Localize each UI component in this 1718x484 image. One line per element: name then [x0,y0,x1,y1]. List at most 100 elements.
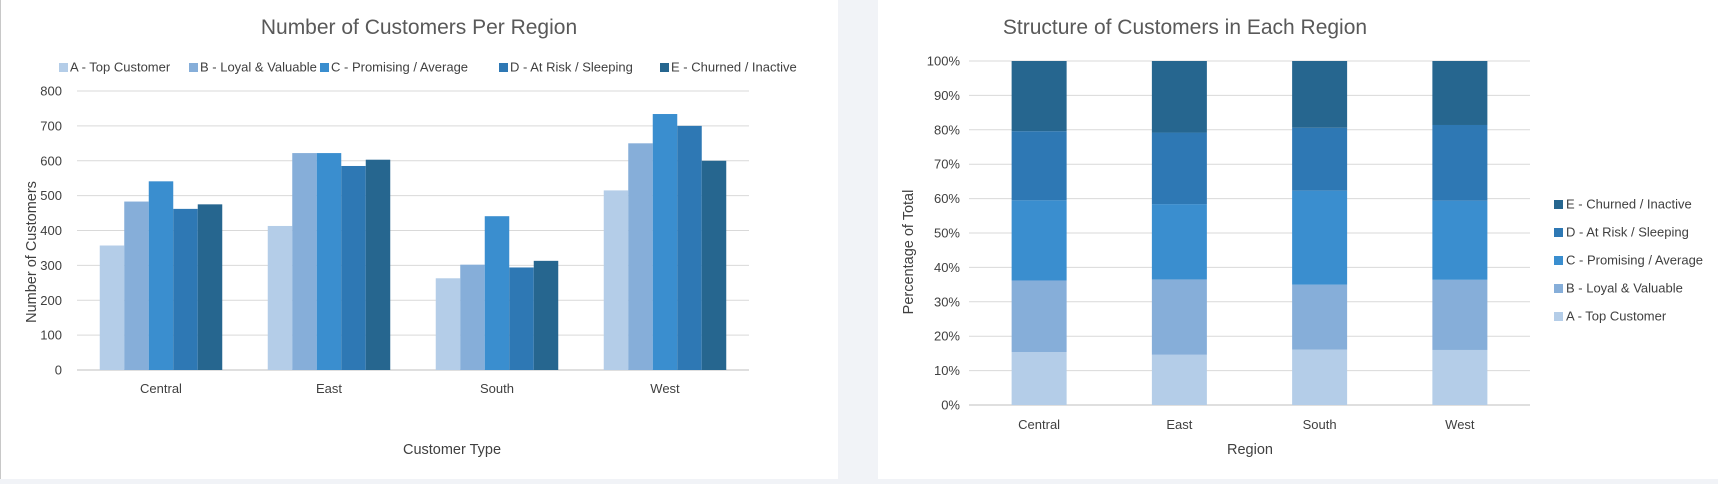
y-tick-label: 50% [934,226,960,241]
bar-central-a [99,245,125,370]
legend-label: B - Loyal & Valuable [200,60,317,75]
y-tick-label: 30% [934,294,960,309]
y-tick-label: 800 [40,84,62,99]
y-tick-label: 70% [934,157,960,172]
x-tick-label-east: East [316,381,342,396]
y-tick-label: 40% [934,260,960,275]
bar-central-e [197,204,223,370]
segment-central-b [1011,280,1067,353]
legend-item-d: D - At Risk / Sleeping [499,60,633,75]
x-tick-label-central: Central [140,381,182,396]
stacked-percent-bar-chart: Structure of Customers in Each Region 0%… [901,16,1703,458]
legend-swatch [1554,228,1563,237]
y-tick-label: 400 [40,223,62,238]
x-tick-label-west: West [1445,417,1475,432]
y-tick-label: 600 [40,153,62,168]
segment-east-c [1151,204,1207,280]
bar-south-c [484,216,510,370]
legend-swatch [499,63,508,72]
legend-label: C - Promising / Average [1566,253,1703,268]
segment-west-b [1432,279,1488,350]
bar-central-d [173,208,198,370]
legend-item-a: A - Top Customer [1554,309,1667,324]
bar-west-e [701,160,727,370]
bar-east-a [267,225,293,370]
legend-item-e: E - Churned / Inactive [660,60,797,75]
bar-west-d [677,125,702,370]
bar-central-b [124,201,149,370]
y-tick-label: 60% [934,191,960,206]
x-tick-label-south: South [1303,417,1337,432]
chart-panel-customer-structure: Structure of Customers in Each Region 0%… [878,0,1718,479]
legend-item-a: A - Top Customer [59,60,171,75]
segment-south-c [1292,190,1348,285]
segment-central-c [1011,200,1067,281]
segment-central-d [1011,131,1067,201]
legend-item-d: D - At Risk / Sleeping [1554,225,1689,240]
bar-east-c [316,153,342,370]
segment-west-e [1432,61,1488,125]
segment-west-a [1432,349,1488,405]
legend-label: B - Loyal & Valuable [1566,281,1683,296]
legend-swatch [1554,200,1563,209]
y-tick-label: 90% [934,88,960,103]
legend-item-c: C - Promising / Average [1554,253,1703,268]
legend-label: E - Churned / Inactive [671,60,797,75]
legend-swatch [189,63,198,72]
x-axis-ticks: Central East South West [140,381,680,396]
y-tick-label: 80% [934,122,960,137]
x-tick-label-south: South [480,381,514,396]
x-axis-title: Customer Type [403,442,501,458]
x-tick-label-central: Central [1018,417,1060,432]
y-tick-label: 700 [40,118,62,133]
chart-title: Number of Customers Per Region [261,16,577,39]
x-axis-title: Region [1227,442,1273,458]
bar-south-a [435,278,461,370]
x-axis-ticks: Central East South West [1018,417,1475,432]
stacked-bars [1011,61,1488,405]
legend-swatch [660,63,669,72]
segment-west-c [1432,200,1488,280]
legend-item-e: E - Churned / Inactive [1554,197,1692,212]
x-tick-label-east: East [1166,417,1192,432]
segment-south-e [1292,61,1348,128]
legend-label: E - Churned / Inactive [1566,197,1692,212]
segment-west-d [1432,124,1488,201]
bar-central-c [148,181,174,370]
x-tick-label-west: West [650,381,680,396]
y-tick-label: 300 [40,258,62,273]
segment-south-a [1292,349,1348,405]
segment-east-d [1151,132,1207,205]
segment-east-e [1151,61,1207,133]
bar-south-b [460,264,485,370]
bar-west-a [603,190,629,370]
legend-swatch [1554,284,1563,293]
legend-label: D - At Risk / Sleeping [1566,225,1689,240]
segment-south-b [1292,284,1348,350]
bar-south-e [533,260,559,370]
bar-east-e [365,159,391,370]
legend-item-b: B - Loyal & Valuable [189,60,317,75]
legend-item-c: C - Promising / Average [320,60,468,75]
segment-central-e [1011,61,1067,132]
bar-east-b [292,153,317,370]
chart-title: Structure of Customers in Each Region [1003,16,1367,39]
y-tick-label: 100% [927,54,961,69]
bar-east-d [341,165,366,370]
legend-label: A - Top Customer [1566,309,1667,324]
legend-label: D - At Risk / Sleeping [510,60,633,75]
bar-west-b [628,143,653,370]
clustered-bar-chart: Number of Customers Per Region A - Top C… [24,16,797,458]
bar-south-d [509,267,534,370]
y-tick-label: 200 [40,293,62,308]
segment-south-d [1292,127,1348,191]
segment-east-b [1151,279,1207,355]
y-tick-label: 100 [40,328,62,343]
y-tick-label: 500 [40,188,62,203]
segment-central-a [1011,352,1067,405]
legend: E - Churned / Inactive D - At Risk / Slee… [1554,197,1703,324]
y-tick-label: 20% [934,329,960,344]
y-axis-ticks: 0 100 200 300 400 500 600 700 800 [40,84,62,378]
segment-east-a [1151,354,1207,405]
y-axis-ticks: 0% 10% 20% 30% 40% 50% 60% 70% 80% 90% 100% [927,54,961,413]
